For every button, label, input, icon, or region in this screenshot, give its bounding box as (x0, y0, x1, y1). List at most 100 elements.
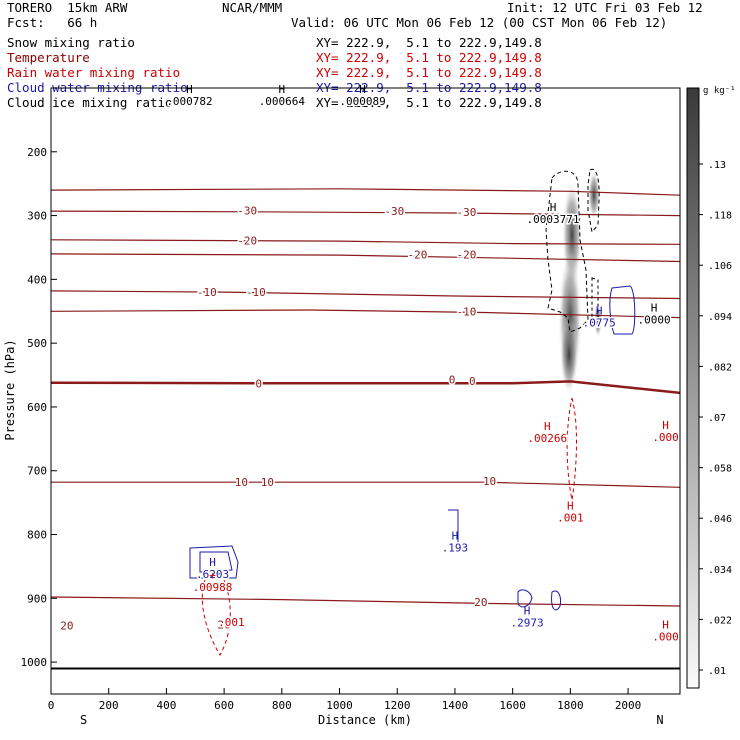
cloud-water-contour-mid (448, 509, 459, 547)
maximum-marker: H (359, 83, 366, 96)
rain-contour-upper (566, 397, 577, 501)
maximum-marker: H (279, 83, 286, 96)
field-xy-cloud-ice: XY= 222.9, 5.1 to 222.9,149.8 (316, 95, 542, 110)
x-axis-label: Distance (km) (318, 713, 412, 727)
y-tick-label: 600 (27, 401, 47, 414)
maxima-labels: -30 -30 -30-20-20 -20-10 -10-100 0 010 10 102020… (59, 83, 681, 645)
y-tick-label: 200 (27, 146, 47, 159)
cloud-water-contour-right-2 (551, 590, 561, 611)
temperature-isotherms (51, 188, 680, 670)
x-tick-label: 1000 (326, 699, 353, 712)
cloud-water-contour-lower-inner (199, 551, 233, 573)
maximum-marker: H (550, 201, 557, 214)
cloud-ice-contour-main (545, 170, 589, 333)
y-tick-label: 400 (27, 273, 47, 286)
maximum-value-label: .001 (557, 511, 584, 524)
colorbar-tick-label: .058 (708, 464, 732, 475)
isotherm-label: -10 (457, 305, 477, 318)
maximum-value-label: .193 (442, 541, 469, 554)
plot-frame (50, 87, 681, 695)
maximum-marker: H (452, 529, 459, 542)
y-axis-label: Pressure (hPa) (3, 339, 17, 440)
isotherm-line (51, 309, 680, 319)
colorbar-tick-label: .118 (708, 211, 732, 222)
field-xy-snow: XY= 222.9, 5.1 to 222.9,149.8 (316, 35, 542, 50)
x-tick-label: 800 (272, 699, 292, 712)
cloud-water-contour-upper (609, 285, 636, 335)
isotherm-line (51, 210, 680, 217)
x-tick-label: 1600 (499, 699, 526, 712)
maximum-value-label: .000664 (259, 95, 306, 108)
y-tick-label: 700 (27, 465, 47, 478)
isotherm-label: -30 (237, 204, 257, 217)
x-tick-label: 1200 (384, 699, 411, 712)
cloud-water-contour-right-1 (517, 589, 533, 608)
maximum-marker: H (662, 419, 669, 432)
maximum-marker: H (544, 420, 551, 433)
isotherm-line (51, 188, 680, 196)
maximum-value-label: .0003771 (527, 213, 580, 226)
forecast-hour: Fcst: 66 h (7, 15, 98, 30)
colorbar-tick-label: .034 (708, 565, 732, 576)
init-time: Init: 12 UTC Fri 03 Feb 12 (507, 0, 703, 15)
snow-maximum-small (594, 302, 602, 338)
y-tick-label: 800 (27, 529, 47, 542)
cloud-ice-contour-secondary (587, 168, 600, 234)
field-name-temperature: Temperature (7, 50, 90, 65)
colorbar-tick-label: .07 (708, 413, 726, 424)
isotherm-label: 10 (483, 475, 496, 488)
y-tick-label: 300 (27, 210, 47, 223)
maximum-value-label: .000 (652, 431, 679, 444)
maximum-marker: H (567, 499, 574, 512)
isotherm-line (51, 481, 680, 488)
colorbar-tick-label: .01 (708, 666, 726, 677)
rain-contour-lower (201, 579, 231, 656)
cloud-water-contour-lower-outer (189, 545, 239, 579)
isotherm-label: 10 (261, 476, 274, 489)
maximum-value-label: .001 (218, 616, 245, 629)
isotherm-line (51, 290, 680, 300)
isotherm-label: 0 (469, 375, 476, 388)
isotherm-label: -30 (384, 205, 404, 218)
isotherm-line (51, 239, 680, 245)
x-tick-label: 400 (156, 699, 176, 712)
x-tick-label: 2000 (615, 699, 642, 712)
maximum-marker: H (651, 302, 658, 315)
isotherm-line (51, 596, 680, 607)
field-xy-temperature: XY= 222.9, 5.1 to 222.9,149.8 (316, 50, 542, 65)
x-tick-label: 1400 (442, 699, 469, 712)
y-tick-label: 1000 (21, 656, 48, 669)
x-end-label-north: N (656, 713, 663, 727)
colorbar-tick-label: .082 (708, 362, 732, 373)
isotherm-label: -20 (237, 234, 257, 247)
maximum-value-label: .0000 (637, 314, 670, 327)
y-tick-label: 500 (27, 337, 47, 350)
isotherm-label: 20 (60, 620, 73, 633)
model-title: TORERO 15km ARW (7, 0, 128, 15)
x-tick-label: 200 (99, 699, 119, 712)
maximum-marker: H (186, 83, 193, 96)
isotherm-label: -20 (457, 248, 477, 261)
maximum-value-label: .00988 (193, 581, 233, 594)
maximum-value-label: .2973 (511, 617, 544, 630)
field-name-snow: Snow mixing ratio (7, 35, 135, 50)
field-name-cloud-ice: Cloud ice mixing ratio (7, 95, 173, 110)
maximum-value-label: .0775 (583, 317, 616, 330)
colorbar-tick-label: .094 (708, 312, 732, 323)
maximum-value-label: .000089 (339, 95, 385, 108)
colorbar-tick-label: .106 (708, 261, 732, 272)
mixing-ratio-contours (189, 168, 636, 656)
isotherm-label: 20 (217, 618, 230, 631)
colorbar-unit: g kg⁻¹ (703, 86, 736, 96)
isotherm-label: 0 (449, 374, 456, 387)
isotherm-line (51, 253, 680, 263)
valid-time: Valid: 06 UTC Mon 06 Feb 12 (00 CST Mon … (291, 15, 668, 30)
isotherm-label: -10 (197, 286, 217, 299)
maximum-value-label: .6203 (196, 568, 229, 581)
field-xy-rain: XY= 222.9, 5.1 to 222.9,149.8 (316, 65, 542, 80)
plot-axes: 0 200 400 600 800 1000 1200 1400 1600 1800 2000200… (21, 87, 681, 712)
maximum-value-label: .00266 (527, 432, 567, 445)
x-tick-label: 600 (214, 699, 234, 712)
snow-maximum-secondary (588, 170, 600, 220)
